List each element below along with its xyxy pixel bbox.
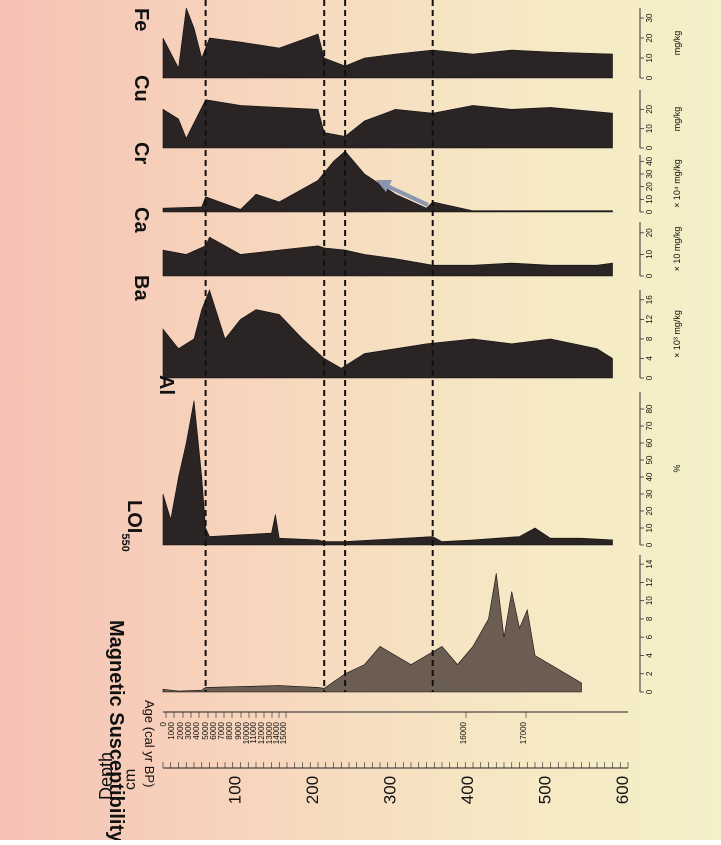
unit-label: × 10⁴ mg/kg	[672, 159, 682, 208]
panel-tick-label: 12	[645, 314, 654, 323]
age-tick-label: 10000	[242, 721, 251, 744]
panel-tick-label: 0	[645, 273, 654, 278]
unit-label: mg/kg	[672, 31, 682, 56]
panel-tick-label: 16	[645, 295, 654, 304]
panel-tick-label: 10	[645, 249, 654, 258]
panel-tick-label: 10	[645, 596, 654, 605]
panel-tick-label: 2	[645, 671, 654, 676]
panel-tick-label: 40	[645, 156, 654, 165]
panel-tick-label: 10	[645, 53, 654, 62]
series-area-al	[162, 289, 613, 379]
age-axis-title: Age (cal yr BP)	[142, 700, 157, 787]
panel-tick-label: 10	[645, 124, 654, 133]
age-tick-label: 17000	[519, 721, 528, 744]
panel-tick-label: 0	[645, 689, 654, 694]
panel-tick-label: 0	[645, 209, 654, 214]
panel-label: Al	[155, 375, 177, 395]
depth-tick-label: 200	[303, 776, 322, 804]
panel-label: Magnetic Susceptibility	[105, 620, 127, 840]
series-area-cr	[162, 99, 613, 149]
unit-label: mg/kg	[672, 107, 682, 132]
depth-tick-label: 600	[613, 776, 632, 804]
arrow-annotation	[384, 183, 429, 207]
panel-tick-label: 20	[645, 228, 654, 237]
panel-tick-label: 4	[645, 356, 654, 361]
age-tick-label: 1000	[167, 721, 176, 739]
panel-tick-label: 6	[645, 634, 654, 639]
depth-tick-label: 100	[226, 776, 245, 804]
age-tick-label: 16000	[459, 721, 468, 744]
age-tick-label: 6000	[209, 721, 218, 739]
panel-label: Ca	[130, 207, 152, 233]
panel-tick-label: 30	[645, 489, 654, 498]
age-tick-label: 12000	[257, 721, 266, 744]
age-tick-label: 13000	[265, 721, 274, 744]
unit-label: × 10 mg/kg	[672, 227, 682, 272]
panel-label: Fe	[130, 8, 152, 31]
series-area-magnetic-susceptibility	[162, 573, 582, 693]
panel-label: LOI550	[119, 500, 145, 552]
panel-label: Ba	[130, 275, 152, 301]
panel-tick-label: 10	[645, 523, 654, 532]
age-tick-label: 8000	[225, 721, 234, 739]
panel-tick-label: 14	[645, 559, 654, 568]
unit-label: %	[672, 464, 682, 472]
age-tick-label: 4000	[192, 721, 201, 739]
panel-tick-label: 60	[645, 438, 654, 447]
series-area-loi	[162, 400, 613, 546]
panel-tick-label: 8	[645, 616, 654, 621]
panel-tick-label: 12	[645, 577, 654, 586]
panel-label: Cu	[130, 75, 152, 102]
age-tick-label: 5000	[201, 721, 210, 739]
age-tick-label: 14000	[272, 721, 281, 744]
age-tick-label: 0	[159, 721, 168, 726]
age-tick-label: 15000	[279, 721, 288, 744]
panel-tick-label: 20	[645, 506, 654, 515]
panel-label: Cr	[130, 142, 152, 164]
panel-label-sub: 550	[119, 533, 131, 551]
age-tick-label: 11000	[249, 721, 258, 743]
panel-tick-label: 0	[645, 145, 654, 150]
unit-label: × 10³ mg/kg	[672, 310, 682, 358]
panel-tick-label: 4	[645, 653, 654, 658]
age-tick-label: 3000	[184, 721, 193, 739]
panel-tick-label: 0	[645, 542, 654, 547]
panel-tick-label: 70	[645, 421, 654, 430]
panel-tick-label: 20	[645, 104, 654, 113]
depth-axis-title: Depth	[96, 752, 116, 800]
age-tick-label: 2000	[176, 721, 185, 739]
depth-unit: cm	[122, 769, 139, 790]
panel-tick-label: 80	[645, 404, 654, 413]
panel-tick-label: 40	[645, 472, 654, 481]
series-area-cu	[162, 7, 613, 79]
series-area-ba	[162, 236, 613, 277]
panel-tick-label: 50	[645, 455, 654, 464]
panel-tick-label: 8	[645, 336, 654, 341]
panel-tick-label: 20	[645, 182, 654, 191]
age-tick-label: 9000	[234, 721, 243, 739]
panel-tick-label: 0	[645, 375, 654, 380]
panel-tick-label: 10	[645, 194, 654, 203]
depth-tick-label: 400	[458, 776, 477, 804]
depth-tick-label: 300	[381, 776, 400, 804]
panel-tick-label: 0	[645, 75, 654, 80]
panel-tick-label: 20	[645, 33, 654, 42]
depth-tick-label: 500	[536, 776, 555, 804]
panel-tick-label: 30	[645, 13, 654, 22]
arrow-head	[376, 180, 392, 192]
age-tick-label: 7000	[217, 721, 226, 739]
panel-tick-label: 30	[645, 169, 654, 178]
